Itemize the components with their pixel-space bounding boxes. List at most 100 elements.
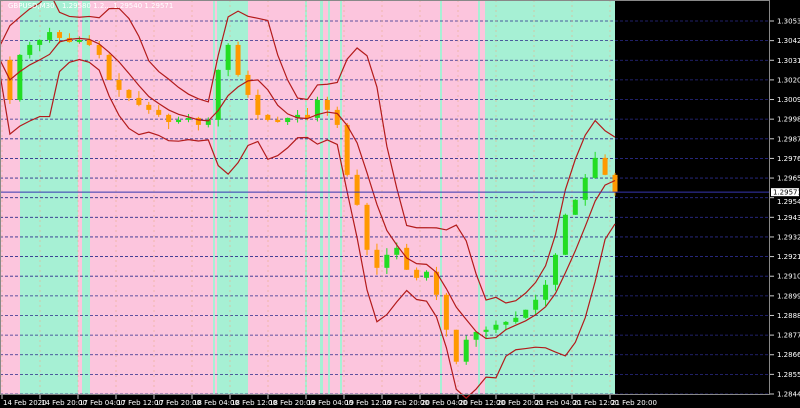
candle-body <box>314 99 320 118</box>
candle-body <box>205 119 211 125</box>
candle-body <box>493 324 499 330</box>
candle-body <box>57 32 63 38</box>
candles <box>7 27 618 365</box>
candle-body <box>176 119 182 123</box>
price-tick-label: 1.29650 <box>777 175 800 183</box>
time-tick-label: 19 Feb 04:00 <box>307 399 353 407</box>
candle-body <box>285 117 291 123</box>
candle-body <box>602 157 608 175</box>
candle-body <box>592 157 598 178</box>
candle-body <box>295 114 301 118</box>
candle-body <box>394 247 400 255</box>
candle-body <box>324 99 330 110</box>
candle-body <box>17 54 23 100</box>
candle-body <box>523 309 529 318</box>
time-tick-label: 14 Feb 2020 <box>3 399 47 407</box>
time-tick-label: 14 Feb 20:00 <box>41 399 87 407</box>
candle-body <box>255 94 261 115</box>
candle-body <box>126 89 132 98</box>
candle-body <box>195 117 201 125</box>
time-tick-label: 17 Feb 04:00 <box>79 399 125 407</box>
green-session <box>213 0 215 395</box>
candle-body <box>215 69 221 120</box>
candle-body <box>543 284 549 300</box>
bollinger-bands <box>0 0 616 400</box>
candle-body <box>146 104 152 110</box>
price-tick-label: 1.30530 <box>777 18 800 26</box>
middle-band <box>0 37 616 340</box>
candle-body <box>483 329 489 332</box>
candle-body <box>106 54 112 80</box>
candle-body <box>66 37 72 43</box>
candle-body <box>225 44 231 70</box>
candle-body <box>96 44 102 55</box>
time-tick-label: 20 Feb 04:00 <box>421 399 467 407</box>
candle-body <box>275 119 281 123</box>
time-tick-label: 18 Feb 20:00 <box>269 399 315 407</box>
candle-body <box>86 39 92 45</box>
symbol-label: GBPUSD,M30 <box>8 2 55 10</box>
candle-body <box>433 271 439 295</box>
price-tick-label: 1.30090 <box>777 96 800 104</box>
time-tick-label: 20 Feb 20:00 <box>497 399 543 407</box>
candle-body <box>136 97 142 105</box>
candle-body <box>552 254 558 285</box>
price-tick-label: 1.29760 <box>777 155 800 163</box>
ohlc-values: 1.29580 1.2... 1.29540 1.29571 <box>62 2 173 10</box>
time-tick-label: 21 Feb 20:00 <box>611 399 657 407</box>
price-tick-label: 1.29430 <box>777 214 800 222</box>
candle-body <box>364 204 370 250</box>
candle-body <box>235 44 241 75</box>
candle-body <box>572 199 578 215</box>
candle-body <box>443 294 449 330</box>
candle-body <box>414 269 420 278</box>
price-tick-label: 1.28550 <box>777 371 800 379</box>
time-tick-label: 17 Feb 20:00 <box>155 399 201 407</box>
time-tick-label: 18 Feb 12:00 <box>231 399 277 407</box>
current-price-badge <box>771 188 799 197</box>
price-axis[interactable]: 1.30530 1.30420 1.30310 1.30200 1.30090 1.299… <box>770 18 800 399</box>
price-tick-label: 1.30310 <box>777 57 800 65</box>
candle-body <box>463 339 469 362</box>
candle-body <box>344 124 350 175</box>
candle-body <box>424 271 430 278</box>
green-session <box>478 0 480 395</box>
current-price-label: 1.29571 <box>773 189 800 197</box>
chart-header: GBPUSD,M30 1.29580 1.2... 1.29540 1.2957… <box>8 2 173 10</box>
candle-body <box>47 32 53 40</box>
candle-body <box>562 214 568 255</box>
price-tick-label: 1.28880 <box>777 312 800 320</box>
price-tick-label: 1.28770 <box>777 332 800 340</box>
price-tick-label: 1.30200 <box>777 76 800 84</box>
price-tick-label: 1.29210 <box>777 253 800 261</box>
candle-body <box>37 39 43 45</box>
candle-body <box>384 254 390 268</box>
candle-body <box>582 177 588 200</box>
price-tick-label: 1.29320 <box>777 233 800 241</box>
candle-body <box>533 299 539 310</box>
time-tick-label: 19 Feb 12:00 <box>345 399 391 407</box>
candle-body <box>473 331 479 340</box>
time-tick-label: 20 Feb 12:00 <box>459 399 505 407</box>
green-session <box>328 0 330 395</box>
candle-body <box>354 174 360 205</box>
price-tick-label: 1.30420 <box>777 37 800 45</box>
candle-body <box>503 321 509 325</box>
candle-body <box>166 114 172 123</box>
candle-body <box>76 39 82 43</box>
candle-body <box>156 109 162 115</box>
time-tick-label: 21 Feb 12:00 <box>573 399 619 407</box>
green-session <box>20 0 78 395</box>
candle-body <box>513 317 519 322</box>
candle-body <box>185 117 191 120</box>
candle-body <box>404 247 410 270</box>
candle-body <box>245 74 251 95</box>
candle-body <box>265 114 271 120</box>
price-tick-label: 1.28990 <box>777 292 800 300</box>
price-axis-border <box>0 0 770 395</box>
time-tick-label: 17 Feb 12:00 <box>117 399 163 407</box>
price-tick-label: 1.29540 <box>777 198 800 206</box>
time-tick-label: 21 Feb 04:00 <box>535 399 581 407</box>
